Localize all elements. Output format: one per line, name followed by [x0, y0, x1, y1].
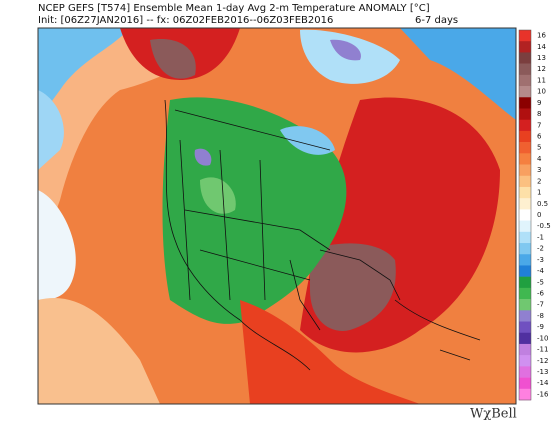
colorbar-swatch	[519, 52, 531, 64]
colorbar-label: 0	[537, 211, 541, 219]
lead-range: 6-7 days	[415, 15, 458, 26]
anomaly-area	[194, 148, 212, 166]
colorbar-swatch	[519, 63, 531, 76]
colorbar-swatch	[519, 30, 531, 42]
colorbar-swatch	[519, 388, 531, 401]
colorbar-swatch	[519, 86, 531, 98]
colorbar-swatch	[519, 97, 531, 109]
colorbar-swatch	[519, 41, 531, 53]
colorbar-label: -2	[537, 245, 544, 253]
colorbar-swatch	[519, 186, 531, 199]
colorbar-label: 0.5	[537, 200, 548, 208]
anomaly-area	[400, 28, 516, 120]
colorbar-frame	[518, 29, 532, 401]
colorbar-label: -5	[537, 278, 544, 286]
colorbar-label: 6	[537, 133, 542, 141]
anomaly-area	[200, 177, 236, 214]
colorbar-swatch	[519, 220, 531, 233]
colorbar-label: -12	[537, 357, 548, 365]
colorbar-swatch	[519, 153, 531, 165]
map-frame	[37, 27, 517, 405]
colorbar-swatch	[519, 243, 531, 255]
colorbar-label: -3	[537, 256, 544, 264]
colorbar-label: 12	[537, 65, 546, 73]
colorbar-label: 7	[537, 121, 541, 129]
borders	[164, 99, 481, 371]
init-line: Init: [06Z27JAN2016] -- fx: 06Z02FEB2016…	[38, 15, 333, 26]
colorbar-swatch	[519, 276, 531, 289]
colorbar-label: -13	[537, 368, 548, 376]
colorbar-swatch	[519, 198, 531, 210]
colorbar-label: 3	[537, 166, 541, 174]
colorbar-label: -7	[537, 301, 544, 309]
colorbar-swatch	[519, 332, 531, 345]
colorbar-label: 2	[537, 177, 541, 185]
colorbar-label: 11	[537, 76, 546, 84]
colorbar-label: 1	[537, 189, 541, 197]
anomaly-area	[38, 28, 130, 120]
colorbar-label: 8	[537, 110, 541, 118]
colorbar-label: -11	[537, 346, 548, 354]
colorbar: 16 14 13 12 11 10 9 8 7 6 5 4 3 2 1 0.5 0 -0.5 -1 -2 -3 -4 -5 -…	[518, 29, 551, 401]
colorbar-label: 16	[537, 32, 546, 40]
colorbar-label: 13	[537, 54, 546, 62]
anomaly-area	[38, 90, 64, 170]
anomaly-area	[330, 39, 361, 61]
colorbar-swatch	[519, 343, 531, 356]
colorbar-label: -6	[537, 289, 545, 297]
colorbar-swatch	[519, 119, 531, 132]
anomaly-area	[150, 39, 196, 79]
map	[37, 27, 517, 405]
colorbar-swatch	[519, 231, 531, 244]
anomaly-area	[310, 243, 396, 331]
anomaly-area	[38, 190, 76, 300]
colorbar-label: -14	[537, 379, 549, 387]
colorbar-swatch	[519, 366, 531, 378]
colorbar-label: -10	[537, 334, 548, 342]
colorbar-swatch	[519, 164, 531, 177]
colorbar-label: 10	[537, 88, 546, 96]
colorbar-label: -0.5	[537, 222, 551, 230]
colorbar-label: -16	[537, 390, 549, 398]
colorbar-swatch	[519, 287, 531, 300]
colorbar-label: 4	[537, 155, 542, 163]
colorbar-swatch	[519, 377, 531, 390]
colorbar-label: 14	[537, 43, 546, 51]
map-title: NCEP GEFS [T574] Ensemble Mean 1-day Avg…	[38, 3, 430, 14]
colorbar-swatch	[519, 321, 531, 334]
colorbar-swatch	[519, 355, 531, 367]
colorbar-swatch	[519, 130, 531, 143]
colorbar-label: -9	[537, 323, 544, 331]
colorbar-swatch	[519, 209, 531, 221]
anomaly-area	[38, 28, 240, 260]
anomaly-area	[38, 298, 160, 404]
colorbar-swatch	[519, 142, 531, 154]
colorbar-label: -8	[537, 312, 544, 320]
colorbar-swatch	[519, 74, 531, 87]
logo: WχBell	[470, 407, 517, 422]
colorbar-label: 5	[537, 144, 541, 152]
anomaly-area	[240, 300, 420, 404]
colorbar-label: -4	[537, 267, 545, 275]
colorbar-swatch	[519, 299, 531, 311]
colorbar-swatch	[519, 254, 531, 266]
colorbar-swatch	[519, 265, 531, 277]
colorbar-label: -1	[537, 233, 544, 241]
colorbar-label: 9	[537, 99, 541, 107]
colorbar-swatch	[519, 175, 531, 188]
colorbar-swatch	[519, 108, 531, 120]
colorbar-swatch	[519, 310, 531, 322]
